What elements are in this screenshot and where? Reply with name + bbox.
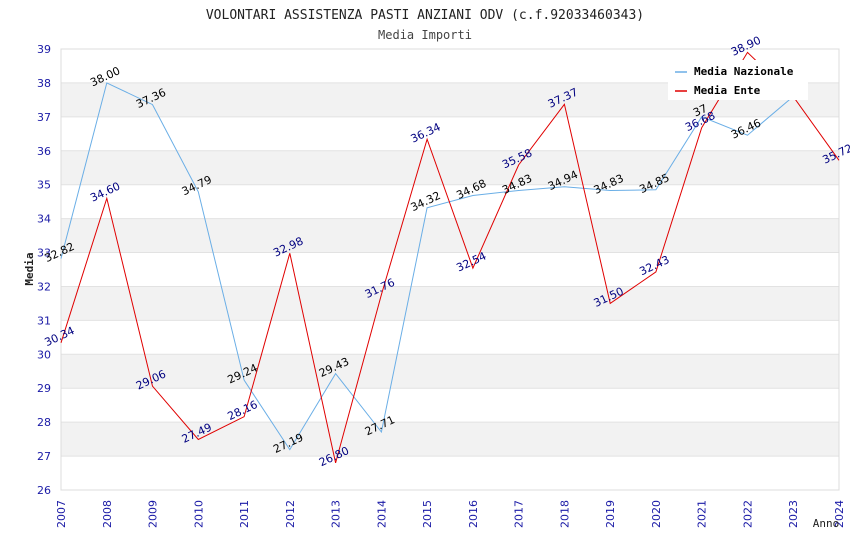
y-tick-label: 26 [37,484,51,497]
data-label: 30.34 [42,324,76,349]
legend-box [668,60,808,100]
data-label: 32.43 [637,253,671,278]
series-line-media-nazionale [60,82,794,451]
x-tick-label: 2009 [147,500,160,528]
y-tick-label: 33 [37,247,51,260]
x-tick-label: 2016 [467,500,480,528]
y-tick-label: 32 [37,280,51,293]
legend-label-media-ente: Media Ente [694,84,761,97]
chart-title: VOLONTARI ASSISTENZA PASTI ANZIANI ODV (… [206,8,644,23]
x-tick-label: 2014 [375,500,388,528]
data-label: 36.46 [729,116,763,141]
y-tick-label: 39 [37,43,51,56]
x-tick-label: 2012 [284,500,297,528]
plot-band [61,218,839,253]
y-tick-label: 31 [37,314,51,327]
x-tick-label: 2013 [330,500,343,528]
data-label: 37 [691,102,709,120]
y-tick-label: 30 [37,348,51,361]
y-axis-label: Media [23,252,36,285]
x-tick-label: 2022 [741,500,754,528]
y-axis-ticks: 26 27 28 29 30 31 32 33 34 35 36 37 38 39 [37,43,51,497]
y-tick-label: 36 [37,145,51,158]
plot-band [61,150,839,185]
x-tick-label: 2023 [787,500,800,528]
plot-band [61,354,839,389]
x-tick-label: 2021 [696,500,709,528]
series-lines [60,51,840,464]
series-line-media-ente [60,51,840,464]
data-label: 36.34 [409,121,443,146]
x-tick-label: 2020 [650,500,663,528]
x-tick-label: 2019 [604,500,617,528]
plot-band [61,422,839,457]
x-tick-label: 2017 [513,500,526,528]
data-label: 28.16 [226,398,260,423]
x-tick-label: 2008 [101,500,114,528]
chart-subtitle: Media Importi [378,28,472,42]
legend-label-media-nazionale: Media Nazionale [694,65,794,78]
data-label: 34.32 [409,189,443,214]
x-tick-label: 2015 [421,500,434,528]
x-tick-label: 2024 [833,500,846,528]
x-axis-ticks: 2007 2008 2009 2010 2011 2012 2013 2014 2015 2016… [55,500,846,528]
y-tick-label: 35 [37,179,51,192]
x-tick-label: 2007 [55,500,68,528]
x-tick-label: 2011 [238,500,251,528]
x-axis-label: Anno [813,517,840,530]
x-tick-label: 2010 [192,500,205,528]
plot-bands [61,82,839,457]
plot-frame [60,48,840,491]
y-tick-label: 27 [37,450,51,463]
y-tick-label: 29 [37,382,51,395]
y-tick-label: 37 [37,111,51,124]
legend: Media Nazionale Media Ente [668,60,808,100]
y-tick-label: 34 [37,213,51,226]
plot-band [61,286,839,321]
data-label: 32.54 [454,249,488,274]
y-tick-label: 28 [37,416,51,429]
data-label: 32.82 [42,240,76,265]
y-tick-label: 38 [37,77,51,90]
x-tick-label: 2018 [558,500,571,528]
